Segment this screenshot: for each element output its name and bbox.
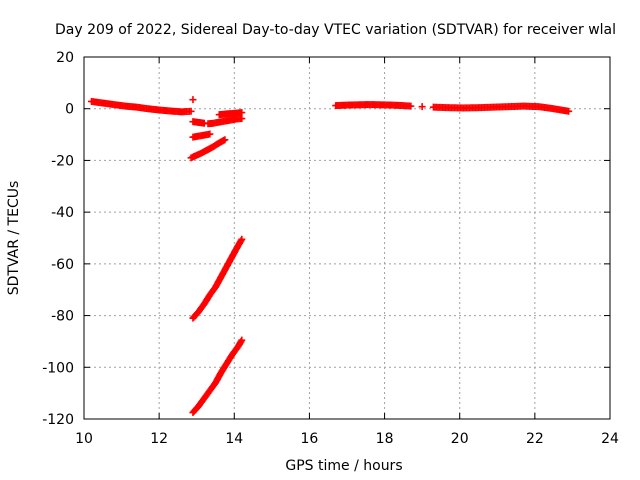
- data-point: [189, 96, 197, 104]
- y-tick-label: -120: [42, 412, 74, 428]
- data-point: [407, 102, 415, 110]
- y-tick-label: -40: [51, 205, 74, 221]
- y-tick-label: -80: [51, 309, 74, 325]
- y-tick-label: -20: [51, 153, 74, 169]
- x-tick-label: 22: [526, 431, 544, 447]
- y-tick-label: -60: [51, 257, 74, 273]
- data-point: [418, 103, 426, 111]
- x-tick-label: 24: [601, 431, 619, 447]
- axis-ticks: 10 12 14 16 18 20 22 24 -120 -100 -80 -60 -40 -20 0 20: [42, 50, 619, 447]
- data-point: [238, 115, 246, 123]
- y-tick-label: 0: [65, 102, 74, 118]
- y-axis-label: SDTVAR / TECUs: [6, 181, 22, 296]
- x-axis-label: GPS time / hours: [285, 458, 402, 474]
- x-tick-label: 18: [376, 431, 394, 447]
- chart-title: Day 209 of 2022, Sidereal Day-to-day VTE…: [55, 22, 616, 38]
- data-point: [565, 107, 573, 115]
- data-point: [238, 109, 246, 117]
- x-tick-label: 12: [150, 431, 168, 447]
- x-tick-label: 20: [451, 431, 469, 447]
- y-tick-label: 20: [56, 50, 74, 66]
- x-tick-label: 16: [301, 431, 319, 447]
- data-points: [88, 96, 573, 417]
- data-point: [238, 235, 246, 243]
- x-tick-label: 10: [75, 431, 93, 447]
- data-point: [206, 130, 214, 138]
- x-tick-label: 14: [225, 431, 243, 447]
- y-tick-label: -100: [42, 360, 74, 376]
- data-point: [221, 136, 229, 144]
- data-point: [238, 336, 246, 344]
- plot-frame: [83, 56, 611, 420]
- data-point: [187, 107, 195, 115]
